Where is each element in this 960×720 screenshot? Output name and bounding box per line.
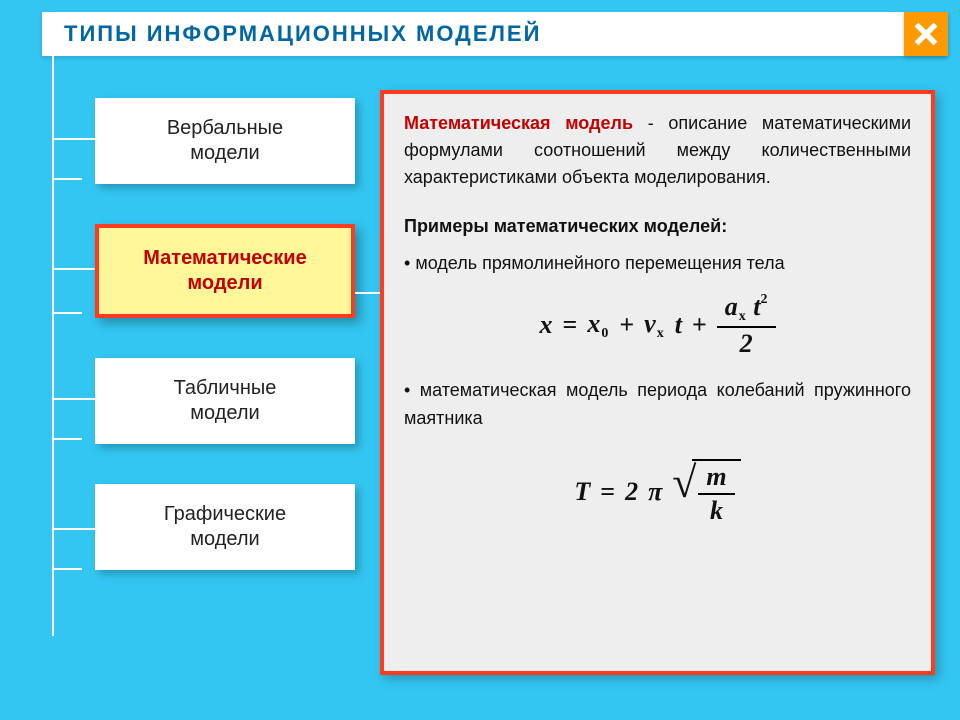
- title-bar: ТИПЫ ИНФОРМАЦИОННЫХ МОДЕЛЕЙ: [42, 12, 948, 56]
- active-connector: [355, 292, 380, 294]
- f1-t2-base: t: [753, 292, 760, 321]
- close-icon: [913, 21, 939, 47]
- f1-vx-sub: x: [656, 326, 665, 341]
- f2-numerator: m: [698, 463, 734, 496]
- menu-label-line1: Табличные: [174, 377, 277, 399]
- nav-rail: [52, 56, 54, 636]
- menu-label-line2: модели: [105, 401, 345, 426]
- nav-stub: [52, 568, 82, 570]
- plus-sign: +: [692, 310, 707, 340]
- f2-lhs: T: [574, 477, 590, 507]
- menu-item-graphical[interactable]: Графические модели: [95, 484, 355, 570]
- example-item: математическая модель периода колебаний …: [404, 377, 911, 433]
- f1-ax-sub: x: [738, 309, 747, 324]
- equals-sign: =: [600, 477, 615, 507]
- examples-heading: Примеры математических моделей:: [404, 213, 911, 240]
- f2-two: 2: [625, 477, 638, 507]
- nav-stub: [52, 268, 95, 270]
- definition-paragraph: Математическая модель - описание математ…: [404, 110, 911, 191]
- f2-sqrt: √ m k: [672, 459, 740, 526]
- nav-stub: [52, 438, 82, 440]
- f2-fraction: m k: [698, 463, 734, 526]
- equals-sign: =: [563, 310, 578, 340]
- examples-list: модель прямолинейного перемещения тела: [404, 250, 911, 278]
- f1-x0-base: x: [587, 309, 600, 338]
- f1-vx: vx: [644, 309, 665, 342]
- page-title: ТИПЫ ИНФОРМАЦИОННЫХ МОДЕЛЕЙ: [64, 21, 541, 47]
- nav-stub: [52, 312, 82, 314]
- content-panel: Математическая модель - описание математ…: [380, 90, 935, 675]
- f1-numerator: ax t2: [717, 292, 776, 328]
- nav-stub: [52, 138, 95, 140]
- f1-vx-base: v: [644, 309, 656, 338]
- menu-label-line2: модели: [105, 141, 345, 166]
- f2-radicand: m k: [692, 459, 740, 526]
- example-item: модель прямолинейного перемещения тела: [404, 250, 911, 278]
- formula-pendulum: T = 2 π √ m k: [404, 459, 911, 526]
- close-button[interactable]: [904, 12, 948, 56]
- f1-denominator: 2: [740, 328, 753, 359]
- menu-item-verbal[interactable]: Вербальные модели: [95, 98, 355, 184]
- plus-sign: +: [619, 310, 634, 340]
- menu-label-line2: модели: [105, 527, 345, 552]
- f1-t2-sup: 2: [761, 292, 768, 307]
- nav-stub: [52, 178, 82, 180]
- nav-stub: [52, 398, 95, 400]
- radical-sign: √: [672, 465, 696, 532]
- menu-label-line2: модели: [109, 271, 341, 296]
- definition-term: Математическая модель: [404, 113, 633, 133]
- menu-label-line1: Вербальные: [167, 117, 283, 139]
- examples-list: математическая модель периода колебаний …: [404, 377, 911, 433]
- f1-t: t: [675, 310, 682, 340]
- menu-label-line1: Графические: [164, 503, 286, 525]
- f1-x0-sub: 0: [600, 326, 609, 341]
- f1-lhs: x: [540, 310, 553, 340]
- menu-item-tabular[interactable]: Табличные модели: [95, 358, 355, 444]
- menu-label-line1: Математические: [143, 247, 306, 269]
- f2-denominator: k: [710, 495, 723, 526]
- f1-ax-base: a: [725, 292, 738, 321]
- f1-x0: x0: [587, 309, 609, 342]
- formula-displacement: x = x0 + vx t + ax t2 2: [404, 292, 911, 359]
- nav-menu: Вербальные модели Математические модели …: [95, 98, 355, 610]
- menu-item-mathematical[interactable]: Математические модели: [95, 224, 355, 318]
- f1-fraction: ax t2 2: [717, 292, 776, 359]
- nav-stub: [52, 528, 95, 530]
- f2-pi: π: [648, 477, 662, 507]
